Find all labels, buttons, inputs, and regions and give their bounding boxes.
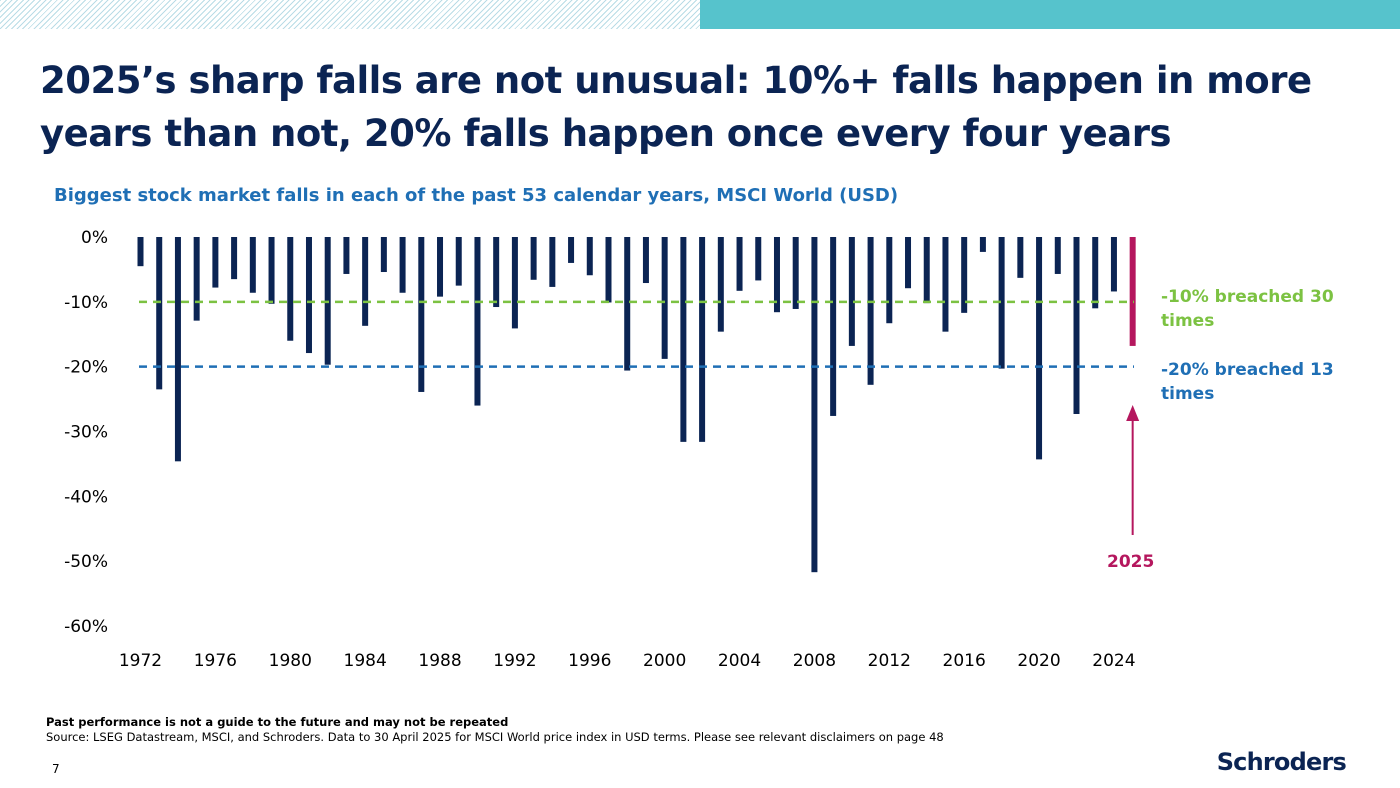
- bar: [268, 237, 275, 304]
- annotation-label: 2025: [1107, 552, 1154, 572]
- bar: [231, 237, 238, 280]
- x-tick-label: 2008: [793, 651, 836, 671]
- bar: [1036, 237, 1043, 460]
- x-tick-label: 1992: [493, 651, 536, 671]
- bar: [362, 237, 369, 326]
- bar: [474, 237, 481, 406]
- bar: [568, 237, 575, 263]
- bar: [193, 237, 200, 321]
- bar: [212, 237, 219, 288]
- x-tick-label: 2016: [943, 651, 986, 671]
- bar: [174, 237, 181, 462]
- x-tick-label: 1996: [568, 651, 611, 671]
- bar: [979, 237, 986, 252]
- x-tick-label: 2020: [1017, 651, 1060, 671]
- y-tick-label: -30%: [64, 423, 108, 443]
- bar: [811, 237, 818, 573]
- x-tick-label: 2024: [1092, 651, 1135, 671]
- bar: [736, 237, 743, 291]
- bar: [830, 237, 837, 416]
- bar: [1073, 237, 1080, 414]
- x-tick-label: 2004: [718, 651, 761, 671]
- bar: [455, 237, 462, 286]
- bar-highlight: [1129, 237, 1136, 346]
- bar: [755, 237, 762, 281]
- bar: [699, 237, 706, 442]
- brand-logo: Schroders: [1216, 748, 1347, 776]
- header-hatch-band: [0, 0, 700, 29]
- bar: [942, 237, 949, 332]
- x-tick-label: 1980: [269, 651, 312, 671]
- bar: [437, 237, 444, 297]
- chart-subtitle: Biggest stock market falls in each of th…: [54, 185, 899, 206]
- annotation-arrow-head: [1126, 405, 1140, 421]
- y-tick-label: -50%: [64, 552, 108, 572]
- x-tick-label: 2012: [868, 651, 911, 671]
- bar: [493, 237, 500, 308]
- bar-chart: 0% -10% -20% -30% -40% -50% -60% -10% breached …: [64, 228, 1334, 671]
- bar: [418, 237, 425, 392]
- bar: [549, 237, 556, 287]
- y-tick-label: -10%: [64, 293, 108, 313]
- page-title: 2025’s sharp falls are not unusual: 10%+…: [40, 59, 1312, 155]
- disclaimer-note: Past performance is not a guide to the f…: [46, 715, 509, 729]
- bar: [848, 237, 855, 346]
- y-tick-label: -40%: [64, 487, 108, 507]
- y-tick-label: 0%: [81, 228, 108, 248]
- bar: [773, 237, 780, 313]
- bar: [586, 237, 593, 276]
- reference-line-label: -20% breached 13 times: [1161, 360, 1334, 404]
- bar: [380, 237, 387, 273]
- bar: [1017, 237, 1024, 278]
- bar: [998, 237, 1005, 369]
- bar: [1110, 237, 1117, 292]
- bar: [867, 237, 874, 385]
- x-tick-label: 2000: [643, 651, 686, 671]
- bar: [792, 237, 799, 309]
- bar: [1092, 237, 1099, 309]
- x-tick-label: 1984: [344, 651, 387, 671]
- bar: [137, 237, 144, 267]
- bar: [399, 237, 406, 293]
- x-tick-label: 1972: [119, 651, 162, 671]
- x-tick-label: 1988: [418, 651, 461, 671]
- header-accent-bar: [700, 0, 1400, 29]
- bar: [343, 237, 350, 274]
- bar: [642, 237, 649, 284]
- page-number: 7: [52, 762, 60, 776]
- bar: [923, 237, 930, 304]
- bar: [905, 237, 912, 289]
- bar: [661, 237, 668, 359]
- bar: [156, 237, 163, 390]
- bar: [530, 237, 537, 280]
- y-tick-label: -20%: [64, 358, 108, 378]
- bar: [680, 237, 687, 442]
- bar: [961, 237, 968, 313]
- source-note: Source: LSEG Datastream, MSCI, and Schro…: [46, 730, 944, 744]
- bar: [305, 237, 312, 354]
- bar: [886, 237, 893, 324]
- reference-line-label: -10% breached 30 times: [1161, 287, 1334, 331]
- y-tick-label: -60%: [64, 617, 108, 637]
- bar: [511, 237, 518, 329]
- bar: [624, 237, 631, 371]
- x-tick-label: 1976: [194, 651, 237, 671]
- bar: [287, 237, 294, 341]
- bar: [717, 237, 724, 332]
- bar: [249, 237, 256, 293]
- bar: [605, 237, 612, 303]
- bar: [1054, 237, 1061, 274]
